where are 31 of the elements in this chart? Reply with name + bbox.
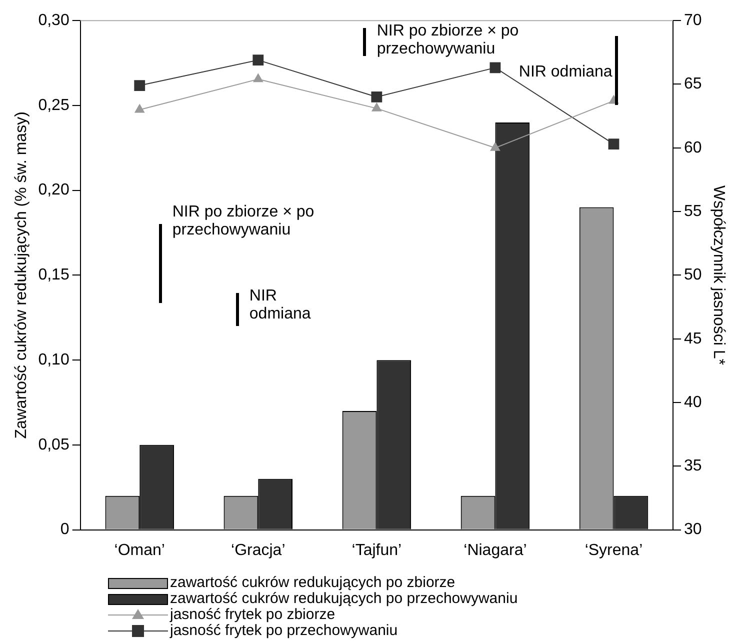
y2-tick-label: 30 [684, 521, 702, 538]
y-axis-title: Zawartość cukrów redukujących (% św. masy) [13, 112, 30, 439]
y-tick-label: 0,05 [38, 436, 70, 454]
y-tick-label: 0,30 [38, 12, 70, 30]
y-tick-label: 0,10 [38, 351, 70, 368]
y-tick-label: 0,20 [38, 182, 70, 199]
legend-label: jasność frytek po zbiorze [170, 606, 336, 623]
y2-tick-label: 55 [684, 202, 702, 220]
x-tick-label: ‘Oman’ [114, 542, 165, 559]
y2-tick-label: 50 [684, 266, 702, 284]
annotation: NIR odmiana [249, 287, 311, 322]
y2-axis-title: Współczynnik jasności L* [710, 185, 727, 366]
y2-tick-label: 35 [684, 458, 702, 475]
annotation: NIR po zbiorze × po przechowywaniu [172, 203, 314, 238]
legend-label: zawartość cukrów redukujących po przechowywaniu [170, 590, 518, 607]
y-tick-label: 0 [60, 521, 70, 538]
legend-label: zawartość cukrów redukujących po zbiorze [170, 574, 456, 591]
annotation: NIR po zbiorze × po przechowywaniu [376, 22, 519, 58]
y-tick-label: 0,15 [38, 266, 70, 284]
y-tick-label: 0,25 [38, 96, 70, 114]
x-tick-label: ‘Tajfun’ [352, 542, 402, 559]
y2-tick-label: 40 [684, 394, 702, 411]
annotation: NIR odmiana [518, 63, 612, 80]
legend-label: jasność frytek po przechowywaniu [170, 622, 398, 639]
y2-tick-label: 70 [684, 12, 702, 30]
y2-tick-label: 45 [684, 330, 702, 348]
x-tick-label: ‘Syrena’ [584, 542, 643, 559]
x-tick-label: ‘Niagara’ [464, 542, 527, 559]
x-tick-label: ‘Gracja’ [231, 542, 286, 559]
y2-tick-label: 65 [684, 76, 702, 93]
y2-tick-label: 60 [684, 139, 702, 156]
